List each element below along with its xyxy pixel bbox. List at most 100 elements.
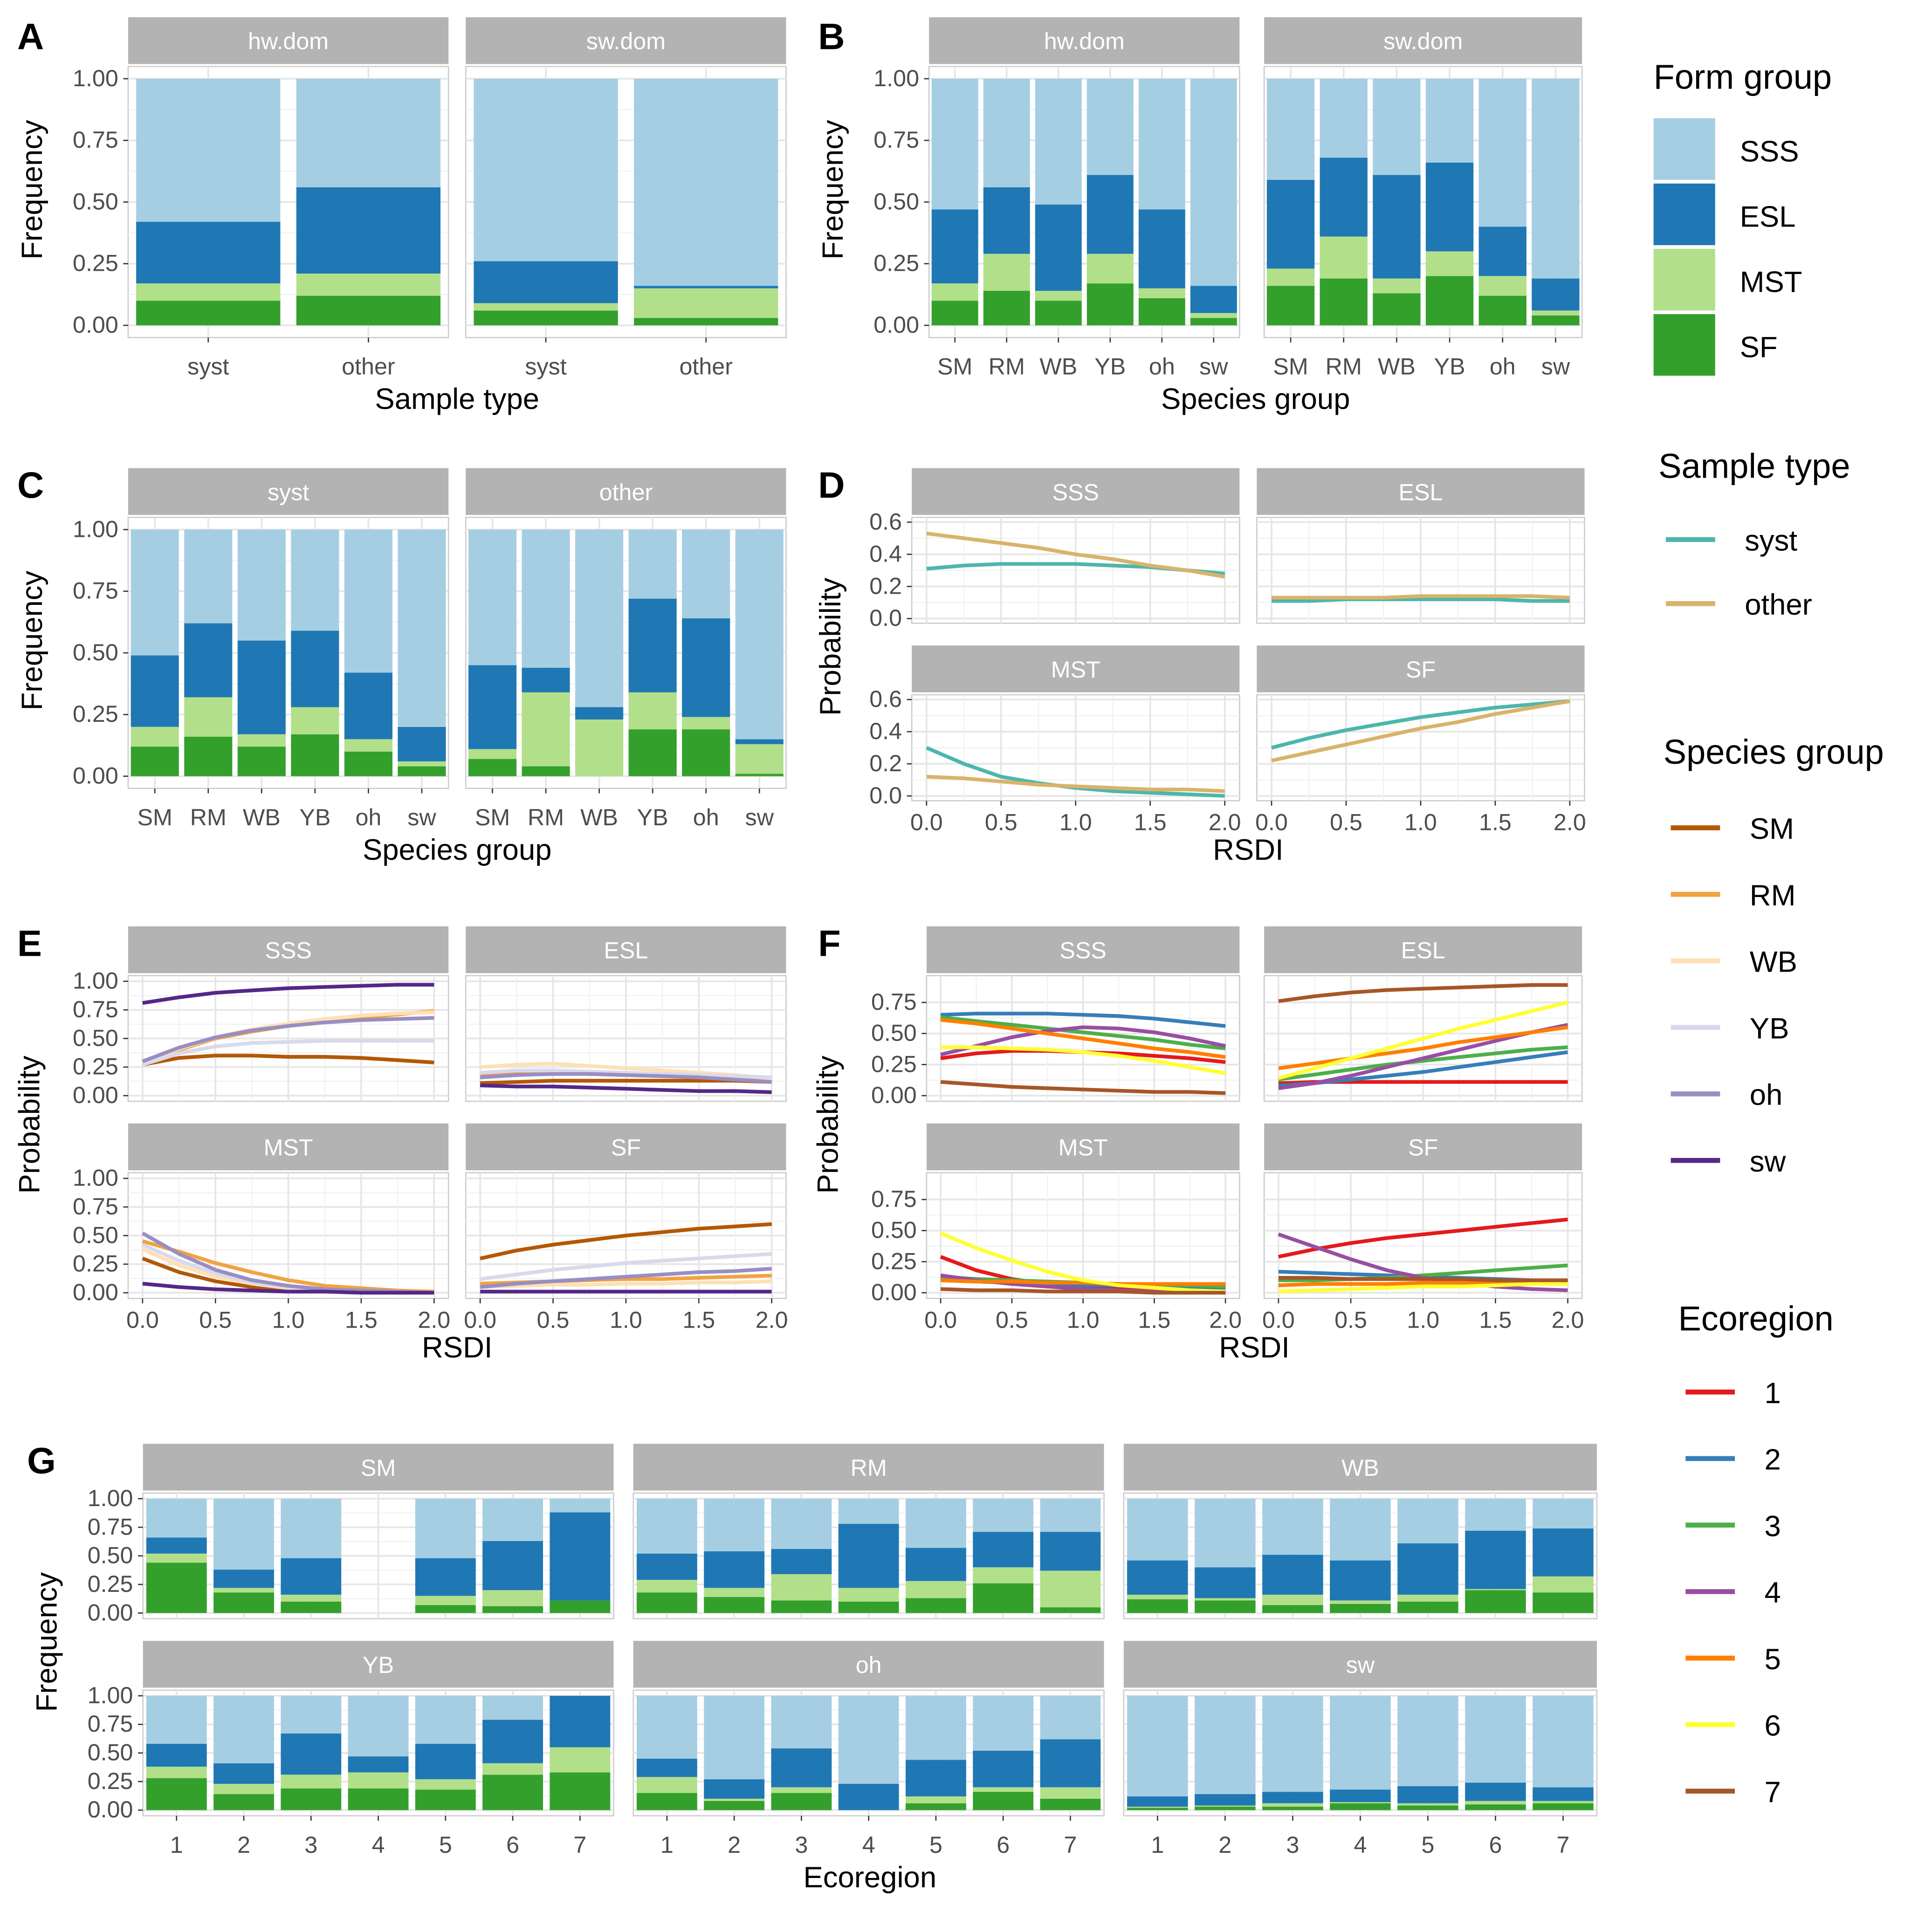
facet-strip-label: sw.dom bbox=[1383, 28, 1463, 55]
bar-SF-7 bbox=[550, 1772, 611, 1810]
bar-SF-6 bbox=[482, 1775, 543, 1810]
x-tick-label: 6 bbox=[506, 1832, 519, 1858]
facet-strip-label: SSS bbox=[265, 938, 312, 964]
bar-SF-6 bbox=[973, 1583, 1034, 1613]
bar-SSS-4 bbox=[838, 1696, 899, 1784]
bar-SF-WB bbox=[1373, 293, 1421, 326]
bar-SF-syst bbox=[136, 301, 281, 326]
x-tick-label: oh bbox=[1490, 354, 1516, 380]
facet-F-SSS: SSS 0.00 0.25 0.50 0.75 bbox=[871, 926, 1240, 1108]
bar-SF-3 bbox=[771, 1600, 832, 1613]
facet-strip bbox=[1264, 926, 1582, 973]
series-line-syst bbox=[1272, 597, 1570, 603]
series-line-7 bbox=[940, 1287, 1226, 1295]
bar-SSS-5 bbox=[415, 1696, 476, 1744]
bar-MST-WB bbox=[575, 719, 624, 776]
bar-SF-2 bbox=[704, 1597, 765, 1613]
y-axis-title: Frequency bbox=[31, 1572, 63, 1712]
bar-SF-6 bbox=[482, 1606, 543, 1613]
facet-G-oh: oh 1 2 3 4 5 6 7 bbox=[633, 1641, 1105, 1858]
y-tick-label: 0.75 bbox=[88, 1711, 133, 1737]
facet-strip-label: SF bbox=[1408, 1135, 1438, 1161]
bar-MST-oh bbox=[682, 717, 730, 730]
bar-ESL-5 bbox=[1397, 1543, 1458, 1595]
bar-ESL-other bbox=[296, 187, 441, 274]
bar-SF-2 bbox=[1195, 1807, 1256, 1810]
bar-SF-1 bbox=[1127, 1599, 1188, 1613]
bar-ESL-6 bbox=[973, 1750, 1034, 1788]
facet-E-ESL: ESL bbox=[465, 926, 787, 1102]
y-tick-label: 0.25 bbox=[73, 1054, 118, 1080]
bar-MST-2 bbox=[704, 1798, 765, 1801]
bar-ESL-SM bbox=[1266, 179, 1315, 269]
bar-SF-4 bbox=[348, 1788, 409, 1810]
series-line-other bbox=[1271, 699, 1570, 762]
bar-ESL-2 bbox=[704, 1779, 765, 1799]
bar-SSS-6 bbox=[482, 1499, 543, 1541]
y-tick-label: 0.00 bbox=[88, 1796, 133, 1823]
x-tick-label: 1.0 bbox=[1067, 1307, 1100, 1333]
x-tick-label: 1.0 bbox=[1059, 809, 1092, 836]
x-tick-label: 4 bbox=[862, 1832, 875, 1858]
bar-MST-2 bbox=[213, 1588, 274, 1593]
bar-SSS-syst bbox=[136, 78, 281, 222]
bar-SSS-2 bbox=[704, 1696, 765, 1780]
bar-ESL-6 bbox=[1465, 1782, 1526, 1801]
legend-label-SF: SF bbox=[1740, 331, 1778, 364]
bar-SSS-1 bbox=[636, 1499, 697, 1554]
x-axis-title: Ecoregion bbox=[803, 1861, 936, 1894]
legend-label-sw: sw bbox=[1750, 1145, 1786, 1178]
y-tick-label: 0.50 bbox=[73, 639, 118, 665]
bar-SF-SM bbox=[468, 759, 517, 776]
bar-SSS-YB bbox=[628, 529, 677, 599]
panel-D: D SSS 0.0 0.2 0.4 0.6 ESL MST 0.0 0.5 1.0 1.5 2.0 0.0… bbox=[814, 464, 1586, 866]
bar-ESL-7 bbox=[1040, 1739, 1101, 1788]
bar-MST-5 bbox=[906, 1796, 966, 1803]
x-tick-label: 0.0 bbox=[1255, 809, 1288, 836]
bar-ESL-7 bbox=[550, 1696, 611, 1748]
bar-ESL-YB bbox=[1086, 175, 1134, 254]
bar-SSS-RM bbox=[983, 78, 1030, 187]
bar-ESL-3 bbox=[1262, 1555, 1323, 1595]
bar-ESL-oh bbox=[1478, 226, 1526, 276]
legend-label-3: 3 bbox=[1764, 1510, 1781, 1542]
bar-SSS-5 bbox=[1397, 1499, 1458, 1543]
bar-ESL-oh bbox=[682, 618, 730, 717]
y-tick-label: 0.75 bbox=[871, 989, 917, 1015]
bar-SSS-3 bbox=[1262, 1696, 1323, 1792]
bar-SF-5 bbox=[906, 1803, 966, 1810]
y-tick-label: 0.2 bbox=[869, 750, 902, 776]
facet-strip-label: sw bbox=[1346, 1652, 1375, 1678]
bar-SF-4 bbox=[1330, 1604, 1391, 1613]
bar-ESL-YB bbox=[628, 598, 677, 692]
x-tick-label: 1.0 bbox=[1404, 809, 1437, 836]
bar-ESL-1 bbox=[146, 1744, 207, 1767]
series-line-YB bbox=[142, 1039, 434, 1067]
legend-label-WB: WB bbox=[1750, 946, 1797, 979]
x-tick-label: RM bbox=[190, 804, 227, 830]
panel-letter: F bbox=[818, 922, 840, 964]
legend-label-5: 5 bbox=[1764, 1643, 1781, 1676]
x-axis-title: RSDI bbox=[1213, 834, 1284, 866]
bar-MST-4 bbox=[1330, 1802, 1391, 1803]
y-tick-label: 0.00 bbox=[88, 1599, 133, 1625]
bar-MST-sw bbox=[1532, 310, 1580, 315]
x-tick-label: 2 bbox=[728, 1832, 741, 1858]
bar-SF-syst bbox=[474, 310, 618, 326]
facet-D-MST: MST 0.0 0.5 1.0 1.5 2.0 0.0 0.2 0.4 0.6 bbox=[869, 645, 1241, 836]
bar-SF-2 bbox=[213, 1592, 274, 1613]
x-tick-label: sw bbox=[407, 804, 436, 830]
x-tick-label: 3 bbox=[795, 1832, 808, 1858]
bar-SSS-sw bbox=[1190, 78, 1237, 286]
bar-SF-other bbox=[634, 318, 778, 326]
y-tick-label: 0.75 bbox=[88, 1514, 133, 1540]
x-tick-label: RM bbox=[1326, 354, 1362, 380]
bar-SSS-RM bbox=[184, 529, 233, 624]
facet-E-SF: SF 0.0 0.5 1.0 1.5 2.0 bbox=[464, 1123, 788, 1333]
series-line-WB bbox=[480, 1279, 772, 1289]
bar-SF-WB bbox=[1035, 301, 1082, 326]
y-tick-label: 0.0 bbox=[869, 605, 902, 631]
facet-strip bbox=[128, 17, 449, 64]
x-tick-label: 2 bbox=[1218, 1832, 1231, 1858]
bar-MST-6 bbox=[973, 1567, 1034, 1583]
